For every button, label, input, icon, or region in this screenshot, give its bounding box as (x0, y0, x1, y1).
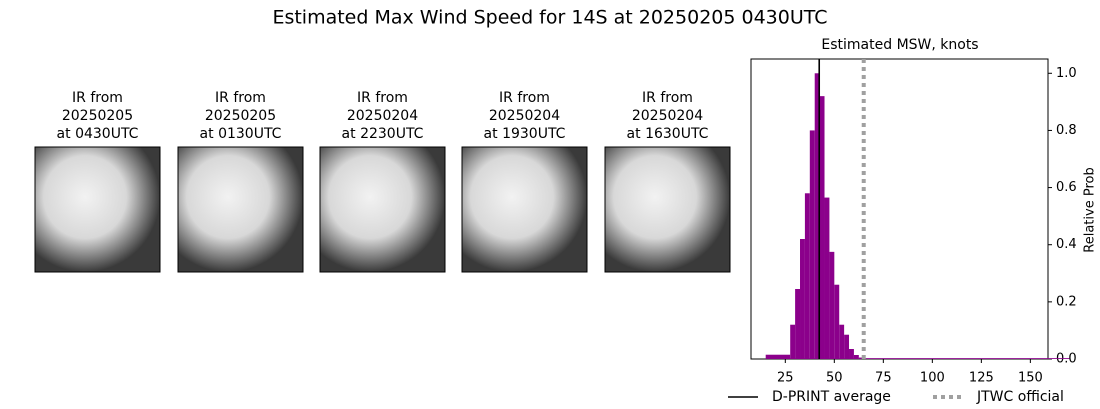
image-caption: IR from (642, 90, 693, 106)
x-tick-label: 75 (875, 371, 892, 386)
bar (829, 251, 835, 359)
bar (853, 355, 859, 359)
bar (834, 284, 840, 359)
ir-image (319, 146, 446, 273)
image-caption: 20250204 (347, 108, 418, 124)
bar (839, 324, 845, 359)
image-caption: 20250205 (62, 108, 133, 124)
image-caption: at 1630UTC (627, 126, 709, 142)
bar (790, 324, 796, 359)
x-tick-label: 50 (826, 371, 843, 386)
bar (804, 193, 810, 359)
ir-image (34, 146, 161, 273)
y-axis-label: Relative Prob (1083, 167, 1098, 252)
image-caption: IR from (215, 90, 266, 106)
bar (849, 349, 854, 359)
image-caption: IR from (499, 90, 550, 106)
bar (809, 130, 815, 359)
y-tick-label: 0.2 (1056, 294, 1077, 309)
bar (819, 96, 825, 360)
bar (800, 239, 805, 359)
figure-title: Estimated Max Wind Speed for 14S at 2025… (272, 7, 827, 29)
ir-image (461, 146, 588, 273)
image-caption: 20250205 (205, 108, 276, 124)
image-caption: 20250204 (632, 108, 703, 124)
y-tick-label: 0.8 (1056, 123, 1077, 138)
x-tick-label: 100 (920, 371, 945, 386)
image-caption: at 1930UTC (484, 126, 566, 142)
chart-title: Estimated MSW, knots (821, 37, 978, 53)
ir-image (604, 146, 731, 273)
image-caption: IR from (357, 90, 408, 106)
y-tick-label: 1.0 (1056, 66, 1077, 81)
image-caption: at 2230UTC (342, 126, 424, 142)
bar (814, 73, 820, 360)
bar (824, 197, 830, 359)
image-caption: 20250204 (489, 108, 560, 124)
ir-image (177, 146, 304, 273)
bar (765, 354, 791, 359)
legend-label: D-PRINT average (772, 389, 891, 405)
x-tick-label: 25 (777, 371, 794, 386)
image-caption: at 0130UTC (200, 126, 282, 142)
legend-label: JTWC official (976, 389, 1064, 405)
y-tick-label: 0.6 (1056, 180, 1077, 195)
bar (858, 357, 864, 359)
image-caption: IR from (72, 90, 123, 106)
image-caption: at 0430UTC (57, 126, 139, 142)
x-tick-label: 125 (969, 371, 994, 386)
x-tick-label: 150 (1018, 371, 1043, 386)
bar (795, 289, 801, 359)
bar (844, 334, 850, 359)
y-tick-label: 0.4 (1056, 237, 1077, 252)
bar (863, 358, 1070, 359)
